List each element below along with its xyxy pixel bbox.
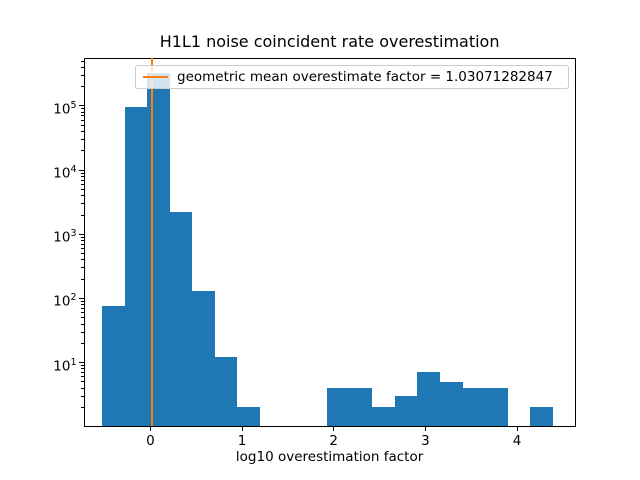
- y-minor-tick: [81, 74, 84, 76]
- y-tick-label: 103: [53, 228, 77, 246]
- y-minor-tick: [81, 139, 84, 140]
- histogram-bar: [462, 388, 486, 426]
- x-tick-label: 0: [146, 432, 155, 449]
- histogram-bar: [349, 388, 373, 426]
- legend-label: geometric mean overestimate factor = 1.0…: [177, 69, 553, 85]
- y-tick-label: 101: [53, 356, 77, 375]
- y-minor-tick: [81, 86, 84, 87]
- y-tick: [79, 362, 84, 364]
- y-minor-tick: [81, 368, 84, 370]
- histogram-bar: [169, 211, 193, 426]
- y-minor-tick: [81, 60, 84, 62]
- plot-title: H1L1 noise coincident rate overestimatio…: [159, 32, 500, 51]
- x-tick: [424, 426, 426, 431]
- y-minor-tick: [81, 172, 84, 174]
- y-minor-tick: [81, 267, 84, 269]
- y-minor-tick: [81, 111, 84, 113]
- y-minor-tick: [81, 300, 84, 302]
- y-minor-tick: [81, 395, 84, 397]
- x-tick-label: 2: [329, 432, 339, 449]
- y-tick: [79, 233, 84, 235]
- y-tick-label: 102: [53, 292, 77, 310]
- y-minor-tick: [81, 317, 84, 319]
- y-minor-tick: [81, 243, 84, 245]
- y-minor-tick: [81, 183, 84, 185]
- histogram-bar: [395, 396, 418, 426]
- x-tick-label: 4: [512, 432, 522, 449]
- histogram-bar: [327, 388, 350, 426]
- y-tick: [79, 105, 84, 107]
- y-minor-tick: [81, 66, 84, 68]
- y-minor-tick: [81, 342, 84, 344]
- histogram-bar: [417, 372, 441, 426]
- y-minor-tick: [81, 214, 84, 216]
- histogram-bar: [147, 73, 170, 426]
- y-minor-tick: [81, 381, 84, 383]
- y-minor-tick: [81, 179, 84, 181]
- y-minor-tick: [81, 365, 84, 366]
- y-minor-tick: [81, 124, 84, 126]
- y-minor-tick: [81, 372, 84, 373]
- histogram-bar: [124, 107, 148, 426]
- y-minor-tick: [81, 278, 84, 280]
- y-minor-tick: [81, 175, 84, 177]
- y-minor-tick: [81, 188, 84, 190]
- y-minor-tick: [81, 406, 84, 408]
- y-minor-tick: [81, 312, 84, 313]
- y-minor-tick: [81, 248, 84, 249]
- y-minor-tick: [81, 253, 84, 254]
- histogram-bar: [440, 381, 463, 426]
- y-minor-tick: [81, 150, 84, 152]
- y-minor-tick: [81, 108, 84, 110]
- y-minor-tick: [81, 131, 84, 132]
- y-minor-tick: [81, 331, 84, 333]
- y-minor-tick: [81, 195, 84, 196]
- y-tick: [79, 169, 84, 171]
- y-tick-label: 105: [53, 99, 77, 118]
- y-minor-tick: [81, 387, 84, 389]
- histogram-bar: [530, 407, 553, 426]
- x-axis-label: log10 overestimation factor: [235, 449, 424, 465]
- y-minor-tick: [81, 323, 84, 325]
- y-tick-label: 104: [53, 164, 77, 182]
- y-minor-tick: [81, 203, 84, 204]
- x-tick-label: 1: [237, 432, 247, 449]
- y-tick: [79, 297, 84, 299]
- histogram-bar: [372, 407, 396, 426]
- legend: geometric mean overestimate factor = 1.0…: [135, 65, 569, 89]
- x-tick: [333, 426, 335, 431]
- y-minor-tick: [81, 259, 84, 261]
- histogram-bar: [214, 357, 238, 426]
- histogram-bar: [485, 388, 508, 426]
- y-minor-tick: [81, 115, 84, 117]
- y-minor-tick: [81, 307, 84, 309]
- histogram-bar: [192, 291, 215, 426]
- x-tick: [241, 426, 243, 431]
- y-minor-tick: [81, 304, 84, 305]
- y-minor-tick: [81, 119, 84, 121]
- mean-vline: [150, 57, 153, 426]
- y-minor-tick: [81, 240, 84, 241]
- histogram-bar: [102, 306, 125, 426]
- histogram-bar: [237, 407, 260, 426]
- x-tick: [149, 426, 151, 431]
- x-tick-label: 3: [421, 432, 430, 449]
- legend-line-icon: [143, 75, 168, 79]
- y-minor-tick: [81, 236, 84, 238]
- y-minor-tick: [81, 376, 84, 378]
- x-tick: [516, 426, 518, 431]
